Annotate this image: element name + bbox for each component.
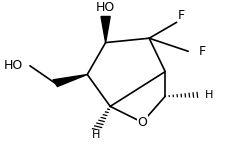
Text: H: H xyxy=(205,90,213,100)
Text: HO: HO xyxy=(96,1,115,14)
Polygon shape xyxy=(101,16,110,43)
Text: F: F xyxy=(178,9,185,21)
Polygon shape xyxy=(53,75,87,87)
Text: O: O xyxy=(137,116,147,129)
Text: HO: HO xyxy=(4,59,23,72)
Text: F: F xyxy=(198,45,205,58)
Text: H: H xyxy=(92,130,101,140)
